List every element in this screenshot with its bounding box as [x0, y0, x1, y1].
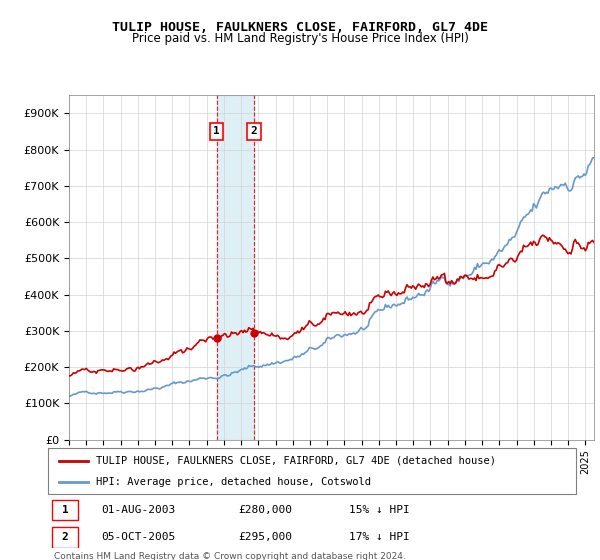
Text: 1: 1 — [62, 505, 68, 515]
Text: Contains HM Land Registry data © Crown copyright and database right 2024.
This d: Contains HM Land Registry data © Crown c… — [54, 552, 406, 560]
Text: 01-AUG-2003: 01-AUG-2003 — [101, 505, 175, 515]
Text: 05-OCT-2005: 05-OCT-2005 — [101, 533, 175, 543]
Text: 15% ↓ HPI: 15% ↓ HPI — [349, 505, 410, 515]
Text: 1: 1 — [214, 127, 220, 137]
Text: 2: 2 — [62, 533, 68, 543]
Text: 2: 2 — [251, 127, 257, 137]
Text: £280,000: £280,000 — [238, 505, 292, 515]
Bar — [217, 95, 254, 440]
Text: HPI: Average price, detached house, Cotswold: HPI: Average price, detached house, Cots… — [95, 477, 371, 487]
Text: TULIP HOUSE, FAULKNERS CLOSE, FAIRFORD, GL7 4DE (detached house): TULIP HOUSE, FAULKNERS CLOSE, FAIRFORD, … — [95, 456, 496, 466]
Text: £295,000: £295,000 — [238, 533, 292, 543]
FancyBboxPatch shape — [52, 527, 77, 548]
Text: Price paid vs. HM Land Registry's House Price Index (HPI): Price paid vs. HM Land Registry's House … — [131, 32, 469, 45]
FancyBboxPatch shape — [48, 448, 576, 494]
Text: TULIP HOUSE, FAULKNERS CLOSE, FAIRFORD, GL7 4DE: TULIP HOUSE, FAULKNERS CLOSE, FAIRFORD, … — [112, 21, 488, 34]
Text: 17% ↓ HPI: 17% ↓ HPI — [349, 533, 410, 543]
FancyBboxPatch shape — [52, 500, 77, 520]
